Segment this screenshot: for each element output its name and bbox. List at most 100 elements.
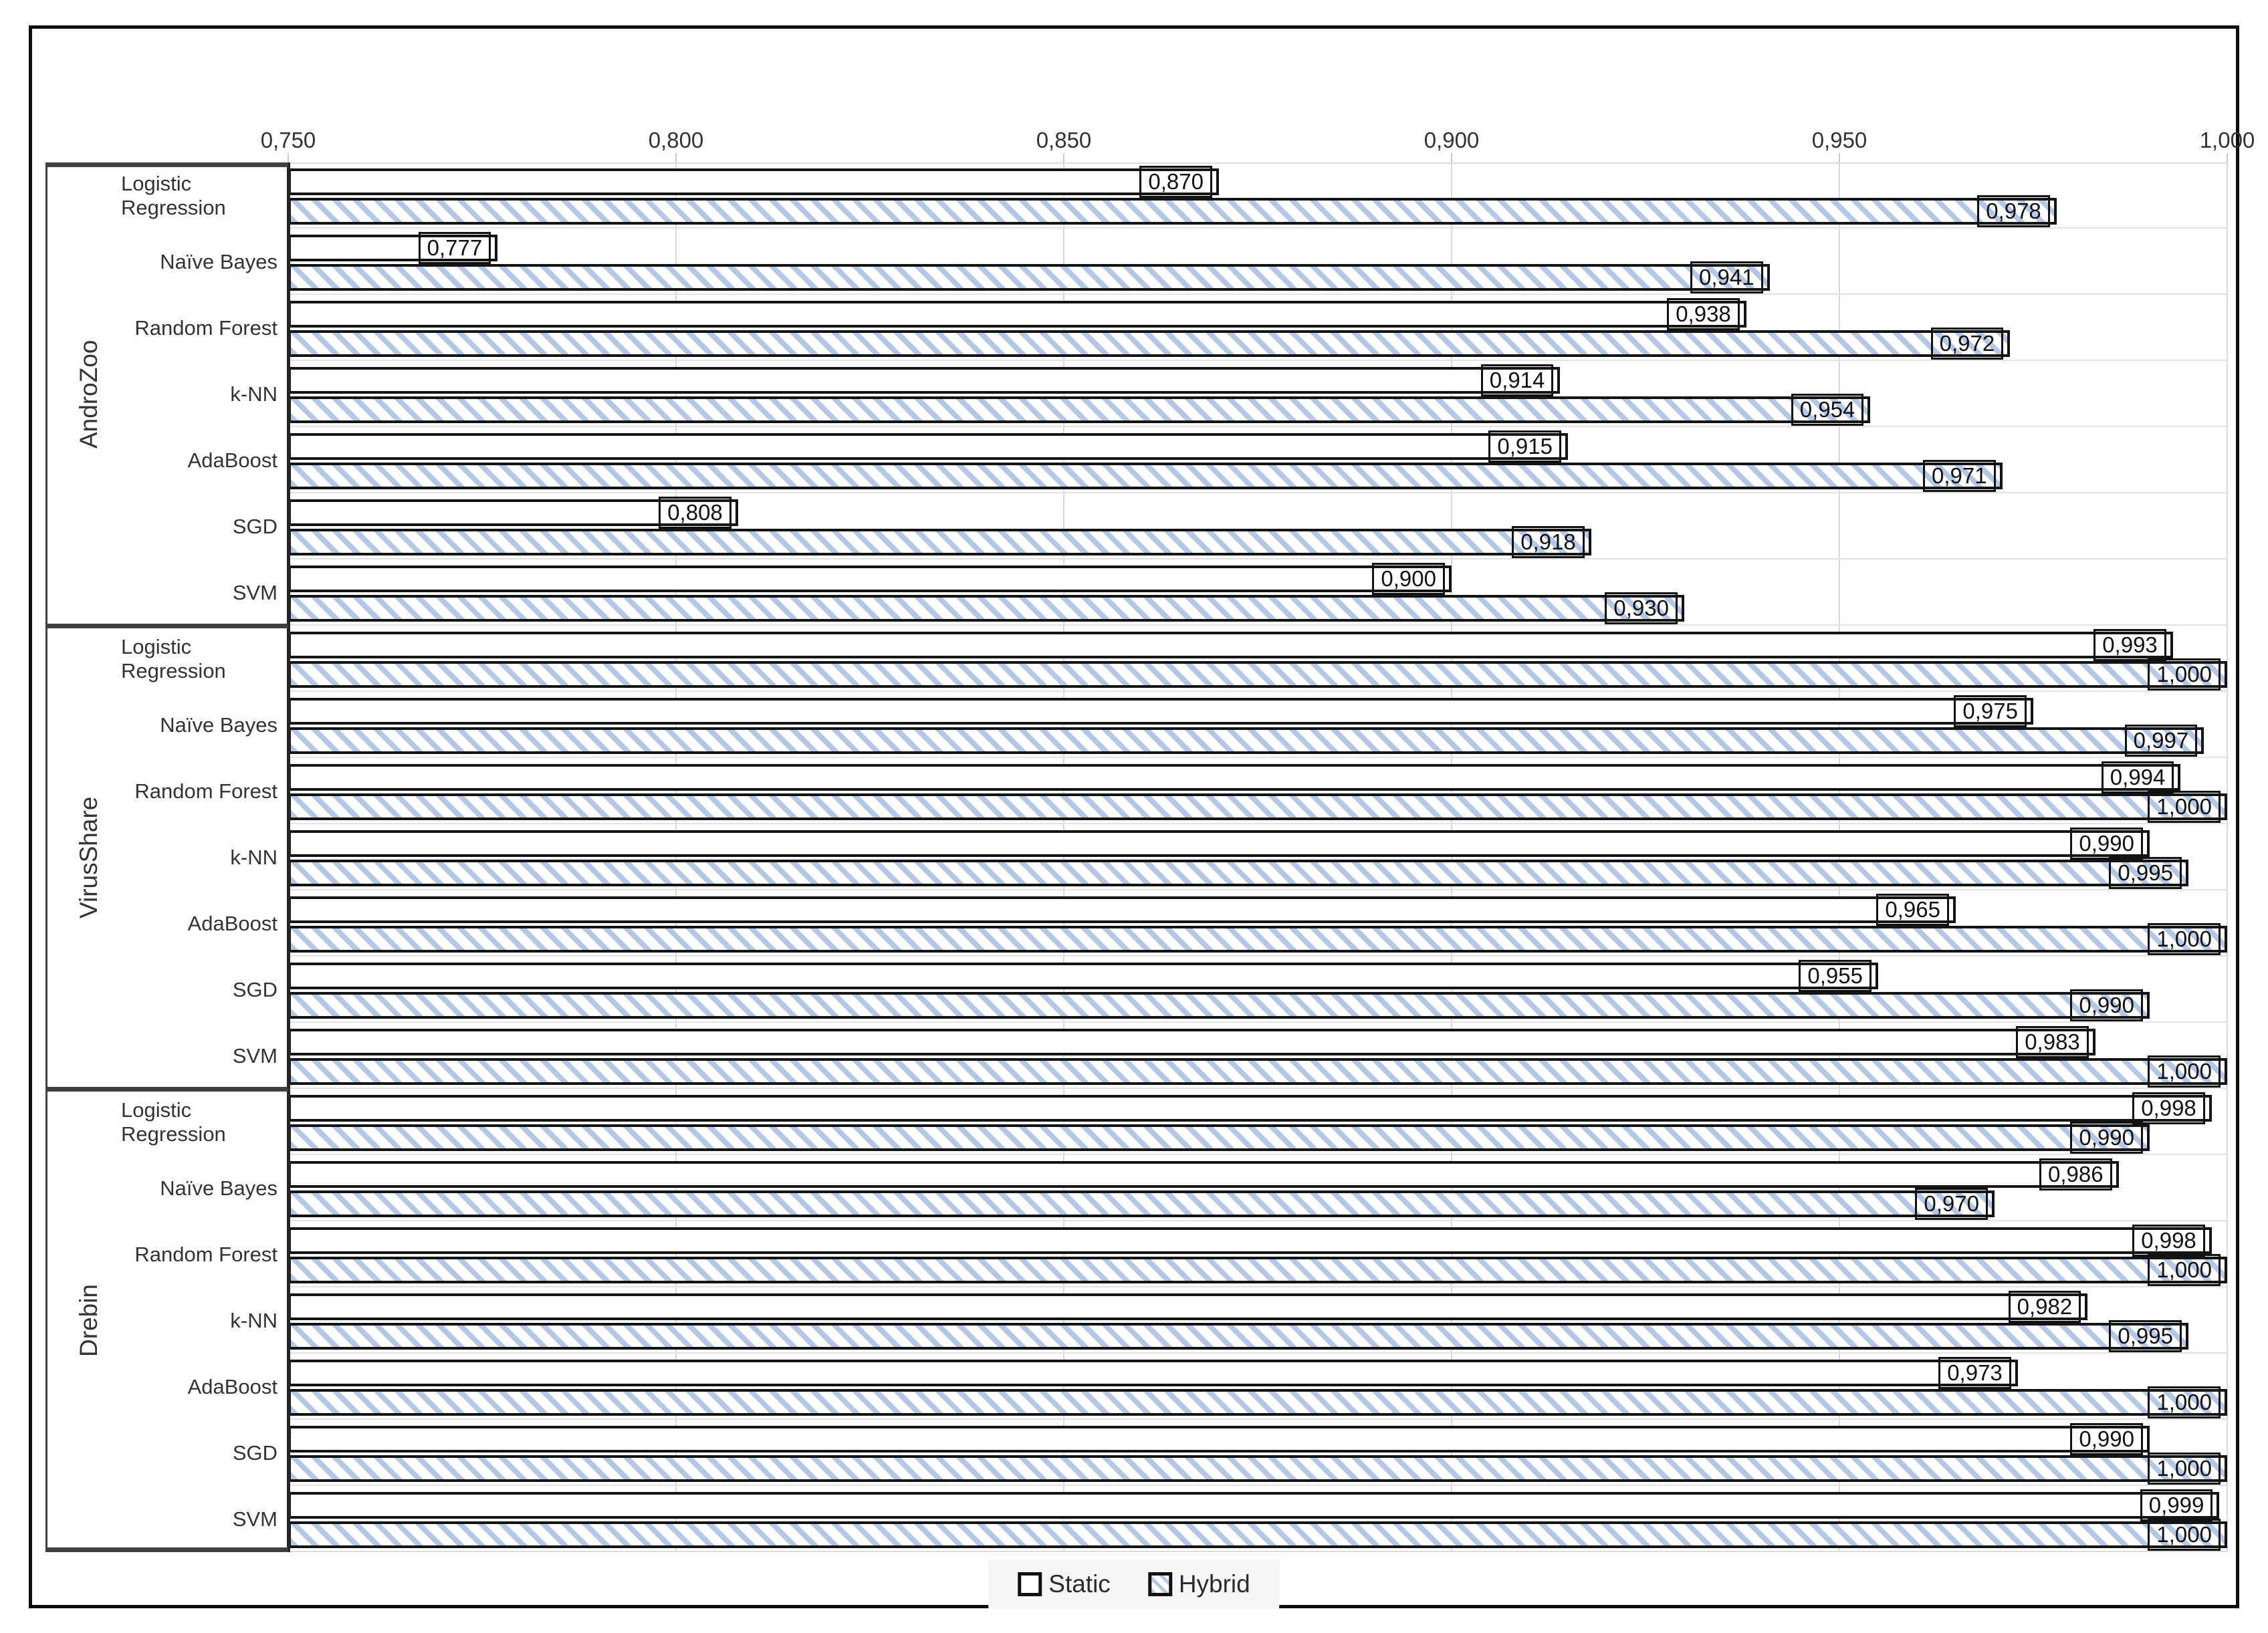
group-divider — [47, 1547, 288, 1552]
bar-value-label: 0,777 — [418, 232, 491, 264]
classifier-label: Logistic Regression — [121, 171, 226, 219]
x-tick-label: 0,900 — [1424, 128, 1480, 152]
group-divider — [47, 162, 288, 167]
bar-value-label: 1,000 — [2148, 1453, 2221, 1485]
hybrid-bar: 1,000 — [288, 1519, 2227, 1551]
bar-value-label: 1,000 — [2148, 658, 2221, 690]
row-separator-line — [288, 757, 2227, 758]
static-bar: 0,870 — [288, 166, 1219, 198]
static-bar: 0,965 — [288, 894, 1956, 926]
hybrid-bar: 0,954 — [288, 394, 1871, 426]
hybrid-bar: 0,941 — [288, 261, 1770, 293]
bar-value-label: 0,978 — [1977, 195, 2050, 227]
row-separator-line — [288, 227, 2227, 229]
bar-value-label: 0,965 — [1876, 894, 1949, 926]
row-separator-line — [288, 293, 2227, 295]
row-separator-line — [288, 1352, 2227, 1354]
classifier-row: 0,915 0,971 — [288, 427, 2227, 493]
row-separator-line — [288, 492, 2227, 493]
bar-value-label: 0,914 — [1480, 364, 1554, 396]
legend-marker-hybrid-icon — [1147, 1572, 1172, 1596]
classifier-label: SGD — [232, 977, 277, 1001]
bar-value-label: 1,000 — [2148, 791, 2221, 823]
classifier-label: AdaBoost — [187, 1374, 277, 1398]
bar-value-label: 1,000 — [2148, 1519, 2221, 1551]
classifier-row: 0,938 0,972 — [288, 295, 2227, 361]
static-bar: 0,955 — [288, 960, 1878, 992]
classifier-label: Logistic Regression — [121, 634, 226, 682]
classifier-label: Naïve Bayes — [160, 713, 277, 737]
static-bar: 0,998 — [288, 1225, 2212, 1257]
bar-value-label: 0,990 — [2070, 1122, 2143, 1154]
legend-item-static: Static — [1018, 1570, 1111, 1598]
static-bar: 0,998 — [288, 1092, 2212, 1124]
bar-value-label: 0,983 — [2016, 1026, 2089, 1058]
x-tick-label: 1,000 — [2199, 128, 2255, 152]
x-tick-mark — [675, 153, 677, 162]
classifier-label: k-NN — [230, 382, 277, 406]
row-separator-line — [288, 1286, 2227, 1287]
x-tick-mark — [1063, 153, 1064, 162]
hybrid-bar: 1,000 — [288, 1254, 2227, 1286]
classifier-label: Naïve Bayes — [160, 249, 277, 273]
hybrid-bar: 0,971 — [288, 460, 2003, 492]
bar-value-label: 0,993 — [2093, 629, 2166, 661]
hybrid-bar: 0,990 — [288, 1122, 2150, 1154]
classifier-row: 0,986 0,970 — [288, 1155, 2227, 1221]
static-bar: 0,808 — [288, 497, 738, 529]
classifier-row: 0,998 1,000 — [288, 1221, 2227, 1287]
classifier-row: 0,990 1,000 — [288, 1420, 2227, 1486]
classifier-row: 0,975 0,997 — [288, 692, 2227, 758]
row-separator-line — [288, 1418, 2227, 1420]
classifier-row: 0,900 0,930 — [288, 559, 2227, 626]
bar-value-label: 1,000 — [2148, 923, 2221, 955]
classifier-row: 0,777 0,941 — [288, 229, 2227, 295]
row-separator-line — [288, 1485, 2227, 1486]
row-separator-line — [288, 1088, 2227, 1089]
classifier-label: AdaBoost — [187, 448, 277, 472]
hybrid-bar: 0,970 — [288, 1188, 1995, 1220]
classifier-label: Naïve Bayes — [160, 1176, 277, 1200]
bar-value-label: 0,971 — [1923, 460, 1996, 492]
classifier-label: SGD — [232, 514, 277, 538]
classifier-row: 0,982 0,995 — [288, 1287, 2227, 1354]
classifier-row: 0,955 0,990 — [288, 957, 2227, 1023]
static-bar: 0,990 — [288, 828, 2150, 860]
hybrid-bar: 0,930 — [288, 592, 1684, 624]
static-bar: 0,973 — [288, 1357, 2018, 1389]
classifier-row: 0,983 1,000 — [288, 1023, 2227, 1089]
bar-value-label: 0,998 — [2132, 1092, 2205, 1124]
x-tick-label: 0,950 — [1811, 128, 1867, 152]
classifier-label: Random Forest — [134, 779, 277, 803]
hybrid-bar: 0,997 — [288, 725, 2204, 757]
classifier-label: SVM — [232, 1507, 277, 1531]
bar-value-label: 0,995 — [2109, 1320, 2182, 1352]
row-separator-line — [288, 426, 2227, 427]
group-divider — [47, 1087, 288, 1092]
bar-value-label: 0,808 — [659, 497, 731, 529]
row-separator-line — [288, 690, 2227, 692]
legend-item-hybrid: Hybrid — [1147, 1570, 1250, 1598]
legend: Static Hybrid — [988, 1559, 1280, 1609]
classifier-label: AdaBoost — [187, 911, 277, 935]
static-bar: 0,994 — [288, 761, 2181, 793]
chart-frame: 0,750 0,800 0,850 0,900 0,950 1,000 AndroZoo L… — [29, 25, 2255, 1609]
classifier-row: 0,914 0,954 — [288, 361, 2227, 427]
hybrid-bar: 1,000 — [288, 1453, 2227, 1485]
classifier-label: k-NN — [230, 845, 277, 869]
classifier-row: 0,973 1,000 — [288, 1354, 2227, 1420]
hybrid-bar: 1,000 — [288, 923, 2227, 955]
x-tick-label: 0,850 — [1036, 128, 1092, 152]
bar-value-label: 0,990 — [2070, 1423, 2143, 1455]
plot-area: 0,870 0,978 0,777 0,941 0,938 0,972 0,914 0,954… — [288, 162, 2228, 1552]
row-separator-line — [288, 1021, 2227, 1023]
bar-value-label: 0,986 — [2039, 1158, 2112, 1190]
hybrid-bar: 1,000 — [288, 791, 2227, 823]
bar-value-label: 0,938 — [1667, 298, 1740, 330]
hybrid-bar: 0,978 — [288, 195, 2057, 227]
category-axis-panel: AndroZoo Logistic Regression Naïve Bayes Ra… — [45, 162, 288, 1552]
bar-value-label: 0,918 — [1512, 526, 1585, 558]
bar-value-label: 0,999 — [2140, 1489, 2213, 1521]
legend-marker-static-icon — [1018, 1572, 1042, 1596]
